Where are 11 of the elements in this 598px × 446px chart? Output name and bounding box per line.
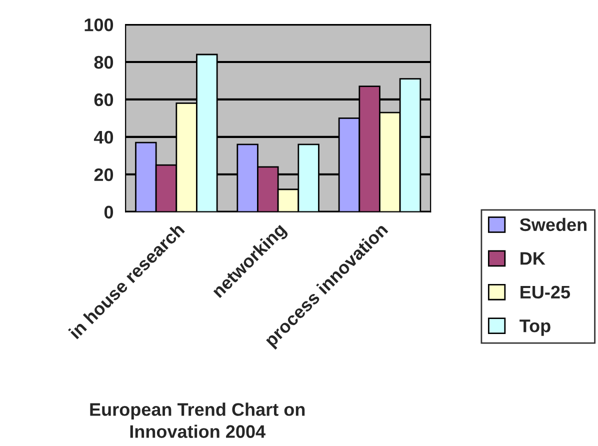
y-tick-label: 40 — [94, 130, 114, 144]
y-tick-label: 60 — [94, 93, 114, 106]
y-tick-label: 100 — [84, 18, 114, 32]
y-tick-label: 0 — [104, 206, 114, 219]
legend-label: Sweden — [520, 218, 586, 232]
legend-label: DK — [520, 252, 546, 265]
y-tick-label: 80 — [94, 56, 114, 69]
y-tick-label: 20 — [94, 168, 114, 182]
legend-label: EU-25 — [520, 286, 570, 299]
legend-label: Top — [520, 320, 550, 336]
x-axis-title: European Trend Chart on Innovation 2004 — [90, 402, 305, 438]
